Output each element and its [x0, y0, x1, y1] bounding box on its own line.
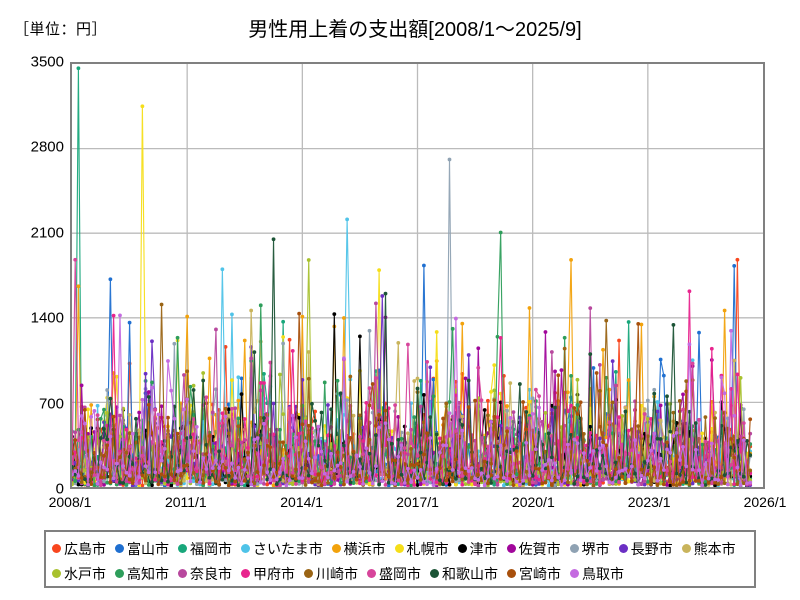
legend-marker-icon — [178, 569, 187, 578]
legend-item[interactable]: 堺市 — [569, 539, 610, 559]
legend-marker-icon — [241, 544, 250, 553]
data-series — [72, 313, 753, 487]
chart-title: 男性用上着の支出額[2008/1〜2025/9] — [248, 19, 582, 41]
legend-item-label: さいたま市 — [253, 540, 323, 557]
legend-item[interactable]: 熊本市 — [681, 539, 736, 559]
legend-item-label: 和歌山市 — [442, 565, 498, 582]
x-axis-tick-label: 2023/1 — [627, 494, 671, 510]
x-axis-tick-label: 2017/1 — [396, 494, 439, 510]
legend-item-label: 広島市 — [64, 540, 106, 557]
x-axis-tick-label: 2014/1 — [280, 494, 324, 510]
legend-item-label: 横浜市 — [343, 540, 386, 557]
legend-item-label: 富山市 — [127, 540, 169, 557]
y-axis-tick-label: 0 — [55, 480, 64, 498]
x-axis-tick-label: 2020/1 — [511, 494, 555, 510]
y-axis-tick-label: 3500 — [30, 53, 64, 71]
legend-item-label: 鳥取市 — [582, 565, 624, 582]
x-axis-tick-label: 2008/1 — [48, 494, 92, 510]
legend-item[interactable]: 水戸市 — [52, 564, 106, 584]
legend-item[interactable]: 甲府市 — [241, 564, 295, 584]
legend-item[interactable]: 富山市 — [115, 539, 169, 559]
y-axis-tick-label: 700 — [38, 395, 64, 413]
y-axis-tick-label: 2800 — [30, 138, 64, 156]
legend-marker-icon — [394, 544, 404, 553]
y-axis-tick-label: 1400 — [30, 309, 64, 327]
legend-marker-icon — [241, 569, 250, 578]
legend-marker-icon — [367, 569, 376, 578]
legend-item[interactable]: さいたま市 — [241, 539, 323, 559]
legend-marker-icon — [304, 569, 313, 578]
legend-item[interactable]: 和歌山市 — [430, 564, 498, 584]
legend-item[interactable]: 横浜市 — [331, 539, 386, 559]
y-axis: 0 700 1400 2100 2800 3500 — [0, 0, 64, 600]
legend-marker-icon — [570, 569, 579, 578]
legend-item[interactable]: 佐賀市 — [506, 539, 561, 559]
legend-item[interactable]: 広島市 — [52, 539, 106, 559]
legend-item-label: 川崎市 — [316, 565, 358, 582]
plot-svg — [72, 64, 763, 487]
legend-item[interactable]: 宮崎市 — [507, 564, 561, 584]
chart-legend: 広島市 富山市 福岡市 さいたま市 横浜市 札幌市 津市 佐賀市 堺市 長野市 熊本市水戸市 高知市 奈… — [44, 530, 756, 588]
legend-item-label: 水戸市 — [64, 565, 106, 582]
legend-item[interactable]: 福岡市 — [178, 539, 232, 559]
legend-item-label: 札幌市 — [406, 540, 449, 557]
legend-item-label: 盛岡市 — [379, 565, 421, 582]
legend-row: 水戸市 高知市 奈良市 甲府市 川崎市 盛岡市 和歌山市 宮崎市 鳥取市 — [52, 561, 748, 586]
legend-item-label: 高知市 — [127, 565, 169, 582]
legend-item-label: 長野市 — [630, 540, 673, 557]
legend-row: 広島市 富山市 福岡市 さいたま市 横浜市 札幌市 津市 佐賀市 堺市 長野市 熊本市 — [52, 536, 748, 561]
legend-item[interactable]: 奈良市 — [178, 564, 232, 584]
legend-marker-icon — [331, 544, 341, 553]
legend-marker-icon — [681, 544, 691, 553]
legend-item-label: 堺市 — [581, 540, 610, 557]
legend-marker-icon — [52, 569, 61, 578]
x-axis-tick-label: 2011/1 — [164, 494, 207, 510]
legend-item[interactable]: 長野市 — [618, 539, 673, 559]
legend-item-label: 奈良市 — [190, 565, 232, 582]
legend-item-label: 熊本市 — [693, 540, 736, 557]
legend-item[interactable]: 高知市 — [115, 564, 169, 584]
legend-marker-icon — [506, 544, 516, 553]
legend-item-label: 福岡市 — [190, 540, 232, 557]
legend-marker-icon — [115, 569, 124, 578]
legend-item[interactable]: 川崎市 — [304, 564, 358, 584]
legend-item-label: 津市 — [469, 540, 498, 557]
y-axis-tick-label: 2100 — [30, 224, 64, 242]
legend-item[interactable]: 鳥取市 — [570, 564, 624, 584]
legend-marker-icon — [618, 544, 628, 553]
plot-area — [70, 62, 765, 489]
legend-item[interactable]: 津市 — [457, 539, 498, 559]
legend-marker-icon — [52, 544, 61, 553]
x-axis-tick-label: 2026/1 — [743, 494, 787, 510]
legend-marker-icon — [178, 544, 187, 553]
legend-item-label: 甲府市 — [253, 565, 295, 582]
legend-marker-icon — [457, 544, 467, 553]
legend-marker-icon — [430, 569, 439, 578]
legend-marker-icon — [115, 544, 124, 553]
data-series — [72, 311, 753, 487]
unit-label: ［単位：円］ — [14, 21, 108, 38]
legend-item-label: 宮崎市 — [519, 565, 561, 582]
legend-marker-icon — [569, 544, 579, 553]
legend-item-label: 佐賀市 — [518, 540, 561, 557]
legend-item[interactable]: 盛岡市 — [367, 564, 421, 584]
legend-marker-icon — [507, 569, 516, 578]
legend-item[interactable]: 札幌市 — [394, 539, 449, 559]
